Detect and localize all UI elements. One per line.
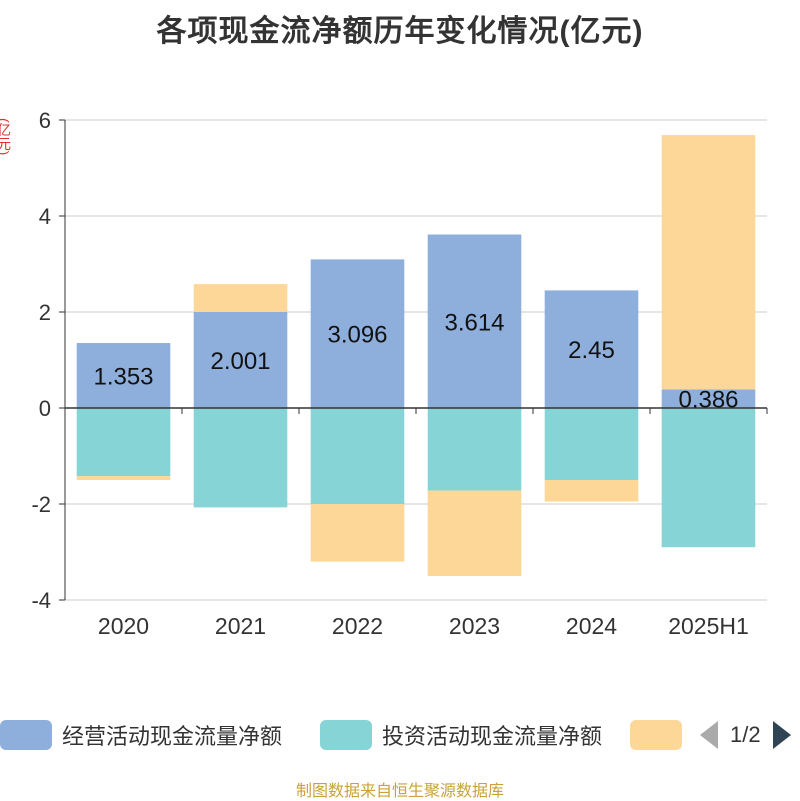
bar-series0-2021	[193, 311, 288, 408]
legend-item-third[interactable]	[630, 718, 682, 752]
legend-label-operating: 经营活动现金流量净额	[62, 724, 283, 749]
legend-pager: 1/2	[700, 718, 791, 752]
y-tick-label: -2	[31, 492, 51, 517]
legend: 经营活动现金流量净额 投资活动现金流量净额 1/2	[0, 718, 800, 752]
x-tick-label: 2024	[566, 613, 617, 639]
legend-label-investing: 投资活动现金流量净额	[382, 724, 603, 749]
bar-series1-2024	[544, 408, 639, 480]
bar-series2-2022	[310, 504, 405, 562]
x-tick-label: 2023	[449, 613, 500, 639]
data-label-2023: 3.614	[444, 309, 504, 336]
bar-series2-2024	[544, 480, 639, 502]
y-tick-label: 4	[39, 204, 51, 229]
bar-series1-2023	[427, 408, 522, 491]
data-label-2024: 2.45	[568, 337, 615, 364]
legend-item-investing[interactable]: 投资活动现金流量净额	[320, 718, 602, 752]
legend-swatch-operating	[0, 720, 52, 750]
data-source-footer: 制图数据来自恒生聚源数据库	[295, 783, 504, 800]
data-label-2021: 2.001	[210, 348, 270, 375]
y-tick-label: 2	[39, 300, 51, 325]
legend-next-arrow-icon[interactable]	[772, 721, 791, 749]
legend-prev-arrow-icon[interactable]	[700, 721, 718, 749]
bar-series2-2020	[76, 476, 171, 480]
bar-series0-2025H1	[661, 389, 756, 408]
x-tick-label: 2020	[98, 613, 149, 639]
bar-series2-2023	[427, 490, 522, 576]
bar-series0-2023	[427, 234, 522, 408]
bar-series1-2021	[193, 408, 288, 508]
legend-page-indicator: 1/2	[730, 722, 761, 747]
bar-series0-2020	[76, 343, 171, 408]
bar-series0-2024	[544, 290, 639, 408]
data-label-2025H1: 0.386	[678, 387, 738, 414]
bar-series0-2022	[310, 259, 405, 408]
legend-swatch-investing	[320, 720, 372, 750]
legend-swatch-third	[630, 720, 682, 750]
y-tick-label: -4	[31, 588, 51, 613]
data-label-2020: 1.353	[93, 364, 153, 391]
bar-series1-2025H1	[661, 408, 756, 548]
x-tick-label: 2025H1	[668, 613, 749, 639]
y-axis-label: (亿元)	[0, 118, 12, 156]
chart-title: 各项现金流净额历年变化情况(亿元)	[156, 15, 644, 48]
y-tick-label: 0	[39, 396, 51, 421]
bar-series2-2021	[193, 284, 288, 312]
data-label-2022: 3.096	[327, 322, 387, 349]
bar-series1-2022	[310, 408, 405, 504]
y-tick-label: 6	[39, 108, 51, 133]
x-tick-label: 2022	[332, 613, 383, 639]
bar-series2-2025H1	[661, 135, 756, 390]
cashflow-chart: -4 -2 0 2 4 6 1.353 2.001 3.096 3.614 2.45 0.386 202…	[31, 108, 768, 639]
legend-item-operating[interactable]: 经营活动现金流量净额	[0, 718, 282, 752]
x-tick-label: 2021	[215, 613, 266, 639]
bar-series1-2020	[76, 408, 171, 477]
